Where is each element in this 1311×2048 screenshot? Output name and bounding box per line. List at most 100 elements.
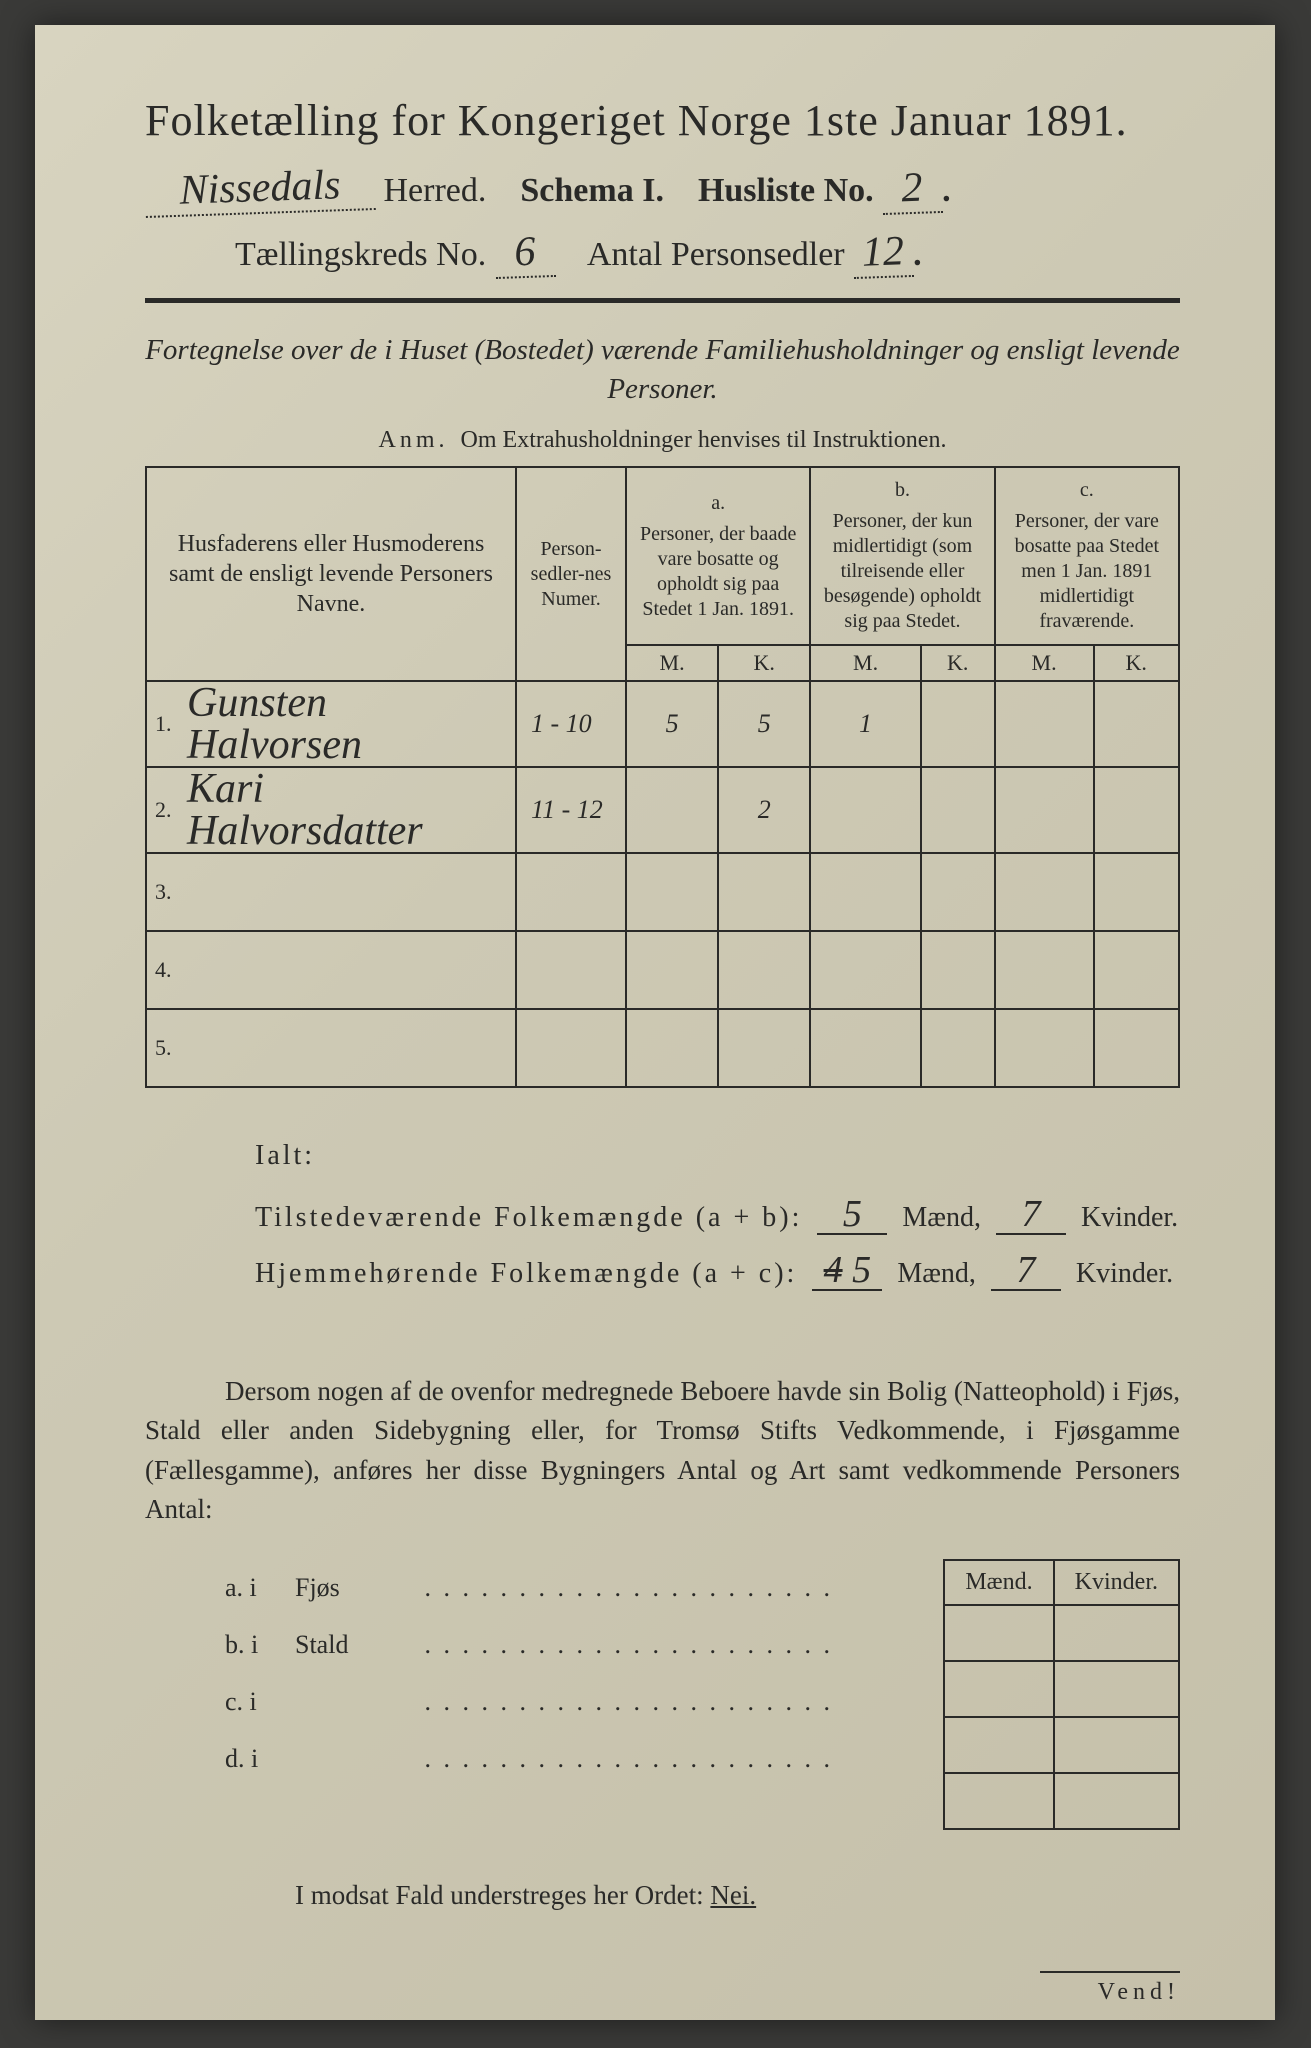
th-col-a: a. Personer, der baade vare bosatte og o… [626, 467, 810, 645]
table-row: 2.Kari Halvorsdatter11 - 122 [146, 767, 1179, 853]
header-line-2: Nissedals Herred. Schema I. Husliste No.… [145, 164, 1180, 214]
schema-label: Schema I. [520, 172, 664, 209]
c-k-cell [1094, 931, 1180, 1009]
a-k-cell [718, 931, 810, 1009]
c-m-cell [995, 931, 1094, 1009]
tot1-k: 7 [996, 1195, 1066, 1235]
b-m-cell [810, 931, 920, 1009]
tot1-label: Tilstedeværende Folkemængde (a + b): [255, 1202, 802, 1233]
side-building-paragraph: Dersom nogen af de ovenfor medregnede Be… [145, 1372, 1180, 1529]
mk-cell [944, 1661, 1053, 1717]
name-cell: 3. [146, 853, 516, 931]
census-form-page: Folketælling for Kongeriget Norge 1ste J… [35, 25, 1275, 2020]
final-pre: I modsat Fald understreges her Ordet: [295, 1880, 710, 1910]
th-names: Husfaderens eller Husmoderens samt de en… [146, 467, 516, 681]
mk-cell [944, 1773, 1053, 1829]
tot2-m: 4 5 [812, 1251, 882, 1291]
c-k-cell [1094, 681, 1180, 767]
side-building-mk-table: Mænd. Kvinder. [943, 1559, 1180, 1830]
th-b-k: K. [921, 645, 995, 681]
th-a-k: K. [718, 645, 810, 681]
numer-cell: 11 - 12 [516, 767, 626, 853]
th-b-m: M. [810, 645, 920, 681]
total-line-1: Tilstedeværende Folkemængde (a + b): 5 M… [255, 1190, 1180, 1246]
row-number: 4. [155, 957, 172, 983]
vend-label: Vend! [1040, 1971, 1180, 2006]
th-c-m: M. [995, 645, 1094, 681]
th-c-k: K. [1094, 645, 1180, 681]
annotation-line: Anm. Om Extrahusholdninger henvises til … [145, 427, 1180, 454]
th-numer: Person-sedler-nes Numer. [516, 467, 626, 681]
herred-value: Nissedals [144, 160, 376, 218]
c-m-cell [995, 853, 1094, 931]
mk-small-m: Mænd. [944, 1560, 1053, 1605]
row-number: 5. [155, 1035, 172, 1061]
tot-maend-2: Mænd, [897, 1258, 976, 1289]
c-m-cell [995, 1009, 1094, 1087]
page-title: Folketælling for Kongeriget Norge 1ste J… [145, 95, 1180, 146]
name-cell: 2. Kari Halvorsdatter [146, 767, 516, 853]
b-m-cell: 1 [810, 681, 920, 767]
para-text: Dersom nogen af de ovenfor medregnede Be… [145, 1376, 1180, 1523]
sidebyg-label: b. i [225, 1616, 295, 1673]
th-a-m: M. [626, 645, 718, 681]
husliste-value: 2 [881, 163, 943, 215]
person-name: Kari Halvorsdatter [187, 766, 423, 854]
table-row: 5. [146, 1009, 1179, 1087]
census-table: Husfaderens eller Husmoderens samt de en… [145, 466, 1180, 1088]
herred-label: Herred. [384, 172, 487, 209]
tot2-m-strike: 4 [824, 1249, 843, 1291]
c-k-cell [1094, 767, 1180, 853]
person-name: Gunsten Halvorsen [187, 680, 362, 768]
final-word: Nei. [710, 1880, 756, 1910]
sidebyg-name: Fjøs [295, 1559, 415, 1616]
table-row: 3. [146, 853, 1179, 931]
th-col-b: b. Personer, der kun midlertidigt (som t… [810, 467, 994, 645]
sedler-value: 12 [852, 227, 914, 279]
side-building-list: a. iFjøs . . . . . . . . . . . . . . . .… [145, 1559, 943, 1830]
table-row: 1.Gunsten Halvorsen1 - 10551 [146, 681, 1179, 767]
mk-cell [1054, 1773, 1179, 1829]
sidebyg-label: d. i [225, 1730, 295, 1787]
side-building-block: a. iFjøs . . . . . . . . . . . . . . . .… [145, 1559, 1180, 1830]
numer-cell [516, 931, 626, 1009]
tot2-k: 7 [991, 1251, 1061, 1291]
name-cell: 1.Gunsten Halvorsen [146, 681, 516, 767]
col-c-text: Personer, der vare bosatte paa Stedet me… [1015, 510, 1159, 632]
tot-maend-1: Mænd, [902, 1202, 981, 1233]
row-number: 2. [155, 797, 172, 823]
sidebyg-row: a. iFjøs . . . . . . . . . . . . . . . .… [225, 1559, 943, 1616]
final-line: I modsat Fald understreges her Ordet: Ne… [145, 1880, 1180, 1911]
a-m-cell [626, 931, 718, 1009]
a-m-cell [626, 767, 718, 853]
husliste-label: Husliste No. [698, 172, 874, 209]
mk-cell [1054, 1605, 1179, 1661]
b-k-cell [921, 853, 995, 931]
ialt-label: Ialt: [255, 1128, 1180, 1184]
name-cell: 5. [146, 1009, 516, 1087]
a-m-cell [626, 853, 718, 931]
dotted-leader: . . . . . . . . . . . . . . . . . . . . … [415, 1573, 833, 1602]
numer-cell [516, 853, 626, 931]
tot2-m-val: 5 [852, 1249, 871, 1291]
divider-top [145, 298, 1180, 303]
table-row: 4. [146, 931, 1179, 1009]
tot2-label: Hjemmehørende Folkemængde (a + c): [255, 1258, 797, 1289]
anm-text: Om Extrahusholdninger henvises til Instr… [461, 427, 947, 453]
row-number: 3. [155, 879, 172, 905]
sedler-label: Antal Personsedler [587, 236, 845, 273]
dotted-leader: . . . . . . . . . . . . . . . . . . . . … [415, 1630, 833, 1659]
totals-block: Ialt: Tilstedeværende Folkemængde (a + b… [145, 1128, 1180, 1302]
a-k-cell [718, 1009, 810, 1087]
numer-cell: 1 - 10 [516, 681, 626, 767]
sidebyg-name: Stald [295, 1616, 415, 1673]
a-m-cell: 5 [626, 681, 718, 767]
mk-cell [1054, 1717, 1179, 1773]
sidebyg-row: b. iStald . . . . . . . . . . . . . . . … [225, 1616, 943, 1673]
sidebyg-label: c. i [225, 1673, 295, 1730]
anm-label: Anm. [379, 427, 449, 453]
col-a-text: Personer, der baade vare bosatte og opho… [640, 523, 796, 620]
c-k-cell [1094, 1009, 1180, 1087]
tot-kvinder-1: Kvinder. [1081, 1202, 1178, 1233]
total-line-2: Hjemmehørende Folkemængde (a + c): 4 5 M… [255, 1246, 1180, 1302]
